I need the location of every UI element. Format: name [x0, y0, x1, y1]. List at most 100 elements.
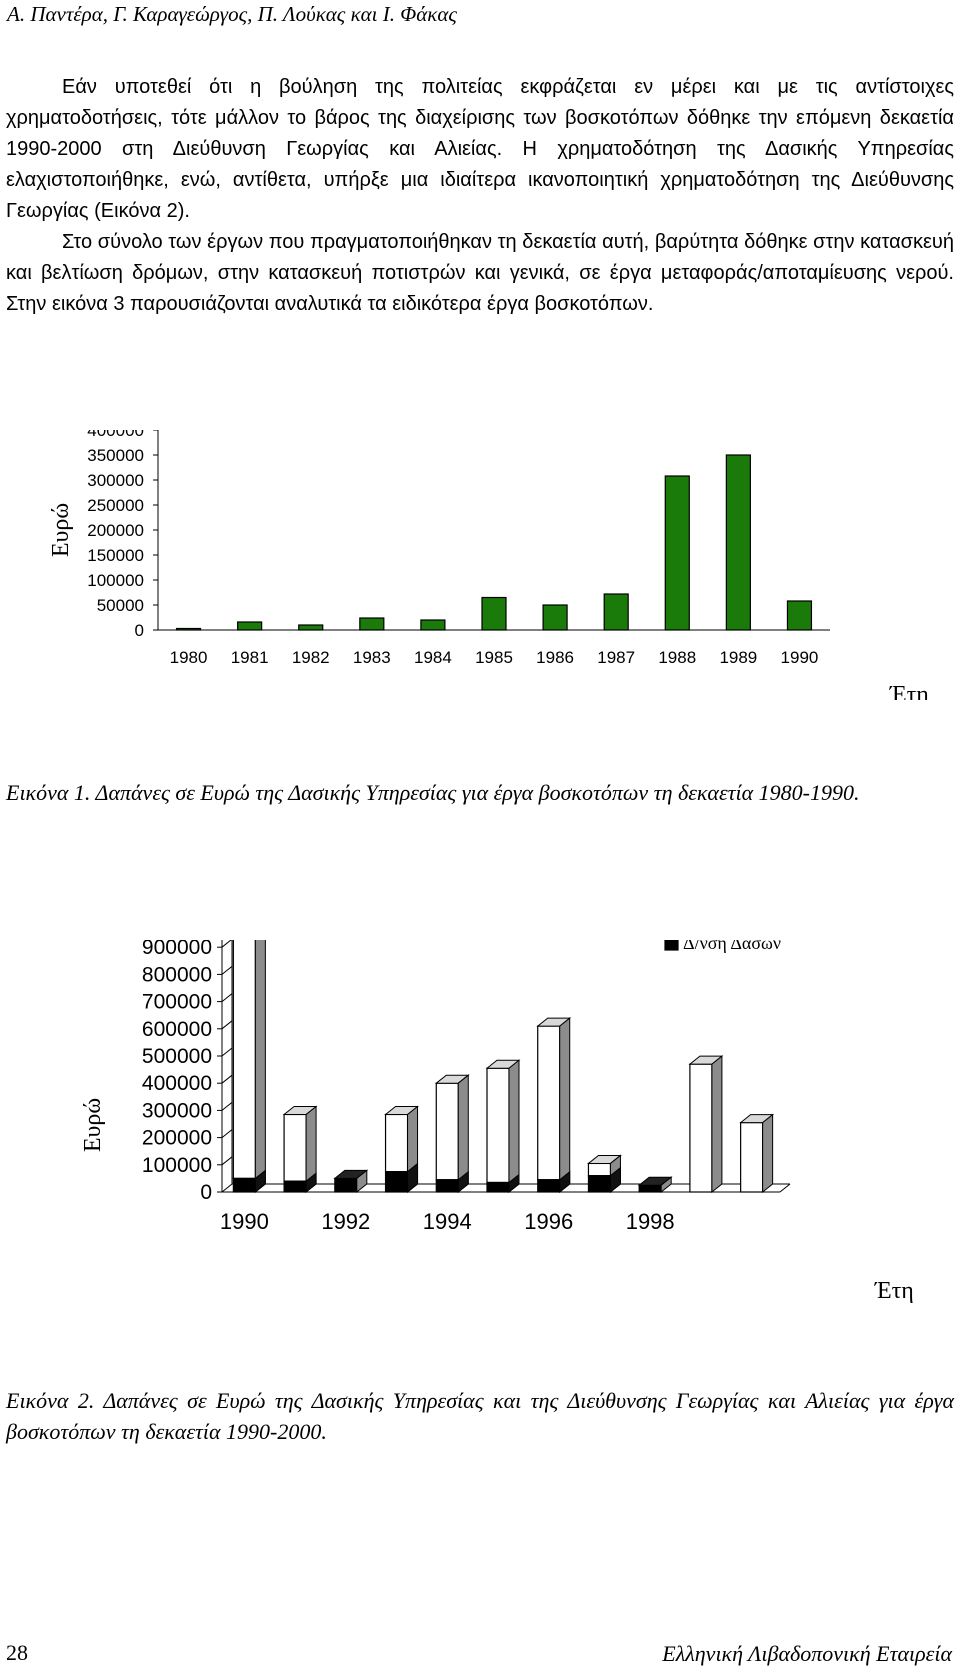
chart2-xlabel: Έτη — [874, 1278, 914, 1304]
chart2-bar-side-1995 — [508, 1059, 520, 1194]
chart2-bar-agriculture-1995 — [486, 1067, 510, 1184]
chart1-bar-1985 — [481, 596, 507, 631]
paragraph-2: Στο σύνολο των έργων που πραγματοποιήθηκ… — [6, 231, 954, 315]
chart2-bar-group-1993 — [384, 1105, 419, 1194]
chart2-bar-group-1995 — [485, 1059, 521, 1194]
chart1-y-tick-label: 50000 — [97, 596, 144, 615]
chart2-bar-side-1999 — [711, 1055, 723, 1194]
chart1-y-tick-label: 250000 — [87, 496, 144, 515]
chart2-bar-side-forestry-1996 — [559, 1170, 571, 1194]
chart1-y-tick-label: 0 — [135, 621, 144, 640]
chart2-bar-forestry-1990 — [232, 1177, 256, 1193]
chart2-y-tick-label: 600000 — [142, 1018, 212, 1041]
chart1-bar-1990 — [786, 600, 813, 631]
footer-society: Ελληνική Λιβαδοπονική Εταιρεία — [662, 1641, 952, 1666]
chart2-bar-side-forestry-1995 — [508, 1173, 520, 1194]
chart2-bar-group-1999 — [688, 1055, 724, 1194]
chart2-bar-side-forestry-1994 — [457, 1170, 469, 1194]
chart2-bar-forestry-1992 — [334, 1177, 358, 1193]
chart2-bar-forestry-1997 — [587, 1175, 612, 1193]
chart2-bar-group-1992 — [333, 1169, 369, 1194]
chart1-bar-1981 — [237, 621, 263, 631]
chart2-bar-side-1992 — [356, 1169, 368, 1194]
chart2-bar-forestry-1993 — [384, 1171, 409, 1193]
chart2-y-tick-label: 100000 — [142, 1154, 212, 1177]
chart1-y-tick-label: 150000 — [87, 546, 144, 565]
chart2-bar-agriculture-1994 — [435, 1082, 459, 1181]
chart2-y-tick-depth — [221, 993, 233, 1002]
chart2-bar-side-forestry-1993 — [407, 1162, 419, 1194]
chart2-y-tick-depth — [221, 1047, 233, 1057]
chart2-y-tick-depth — [221, 940, 232, 948]
figure-1-bar-chart: Ευρώ Έτη 400000 350000 300000 250000 200000 1… — [48, 430, 929, 700]
chart2-y-tick-label: 300000 — [142, 1099, 212, 1122]
chart2-bar-group-1997 — [587, 1154, 622, 1194]
chart2-y-tick-label: 700000 — [142, 991, 212, 1014]
chart2-floor-edge — [779, 1183, 791, 1193]
page-number: 28 — [6, 1640, 28, 1665]
chart2-y-tick-label: 500000 — [142, 1045, 212, 1068]
chart2-bar-forestry-1991 — [283, 1180, 307, 1193]
chart2-bar-side-1990 — [254, 940, 266, 1194]
chart2-legend: Δ/νση ΓεωργίαςΔ/νση Δασών — [664, 940, 781, 953]
figure-2-stacked-bar-chart: Ευρώ Έτη 1000000900000800000700000600000… — [80, 940, 914, 1304]
chart1-y-tick-label: 200000 — [87, 521, 144, 540]
chart2-x-tick-label: 1996 — [524, 1209, 573, 1234]
chart2-y-tick-depth — [221, 1102, 233, 1111]
figure-2-caption: Εικόνα 2. Δαπάνες σε Ευρώ της Δασικής Υπ… — [6, 1388, 954, 1444]
chart2-bar-agriculture-1997 — [587, 1162, 612, 1177]
chart2-bar-side-1996 — [559, 1017, 571, 1194]
chart1-bar-1983 — [359, 617, 385, 631]
chart2-y-tick-depth — [221, 1074, 233, 1084]
chart2-bar-agriculture-1999 — [689, 1063, 713, 1193]
chart1-x-tick-label: 1990 — [781, 648, 819, 667]
chart2-bar-forestry-1995 — [486, 1181, 510, 1193]
chart1-bar-1989 — [725, 454, 751, 631]
chart1-bar-1980 — [175, 627, 202, 631]
chart2-ylabel: Ευρώ — [80, 1098, 106, 1152]
chart2-bar-agriculture-2000 — [740, 1122, 764, 1193]
chart1-x-tick-label: 1984 — [414, 648, 452, 667]
chart2-y-tick-label: 200000 — [142, 1127, 212, 1150]
chart1-x-tick-label: 1986 — [536, 648, 574, 667]
chart2-bar-agriculture-1991 — [283, 1113, 307, 1182]
chart1-x-tick-label: 1983 — [353, 648, 391, 667]
chart2-x-tick-label: 1994 — [423, 1209, 472, 1234]
chart2-x-tick-label: 1998 — [626, 1209, 675, 1234]
chart2-bar-forestry-1998 — [638, 1184, 662, 1193]
chart2-y-tick-depth — [221, 1183, 233, 1193]
chart2-bar-agriculture-1993 — [384, 1113, 409, 1173]
chart2-y-tick-depth — [221, 1156, 233, 1166]
chart2-y-tick-label: 400000 — [142, 1072, 212, 1095]
chart2-y-tick-depth — [221, 1129, 233, 1138]
chart2-bar-group-1991 — [282, 1105, 318, 1194]
chart2-legend-label: Δ/νση Δασών — [683, 940, 781, 953]
chart2-x-tick-label: 1990 — [220, 1209, 269, 1234]
chart2-bar-agriculture-1990 — [232, 940, 256, 1180]
chart1-x-tick-label: 1989 — [719, 648, 757, 667]
chart1-y-tick-label: 100000 — [87, 571, 144, 590]
chart1-bar-1982 — [298, 624, 324, 631]
chart1-y-tick-label: 400000 — [87, 430, 144, 440]
chart2-bar-group-2000 — [739, 1113, 775, 1194]
chart1-bar-1988 — [664, 475, 690, 631]
chart1-x-tick-label: 1980 — [170, 648, 208, 667]
chart1-x-tick-label: 1988 — [658, 648, 696, 667]
chart2-bar-group-1990 — [232, 940, 266, 1194]
chart2-bar-side-1998 — [660, 1176, 672, 1194]
chart1-x-tick-label: 1987 — [597, 648, 635, 667]
chart1-xlabel: Έτη — [889, 682, 929, 700]
chart2-bar-side-2000 — [762, 1113, 774, 1194]
chart1-x-tick-label: 1982 — [292, 648, 330, 667]
chart2-bar-group-1996 — [536, 1017, 572, 1194]
paragraph-1: Εάν υποτεθεί ότι η βούληση της πολιτείας… — [6, 76, 954, 222]
chart2-x-tick-label: 1992 — [321, 1209, 370, 1234]
chart2-y-tick-label: 900000 — [142, 940, 212, 959]
chart2-bar-forestry-1994 — [435, 1179, 459, 1193]
chart2-bar-side-forestry-1990 — [254, 1169, 266, 1194]
chart2-bar-agriculture-1996 — [537, 1025, 561, 1181]
chart1-bar-1984 — [420, 619, 446, 631]
chart2-y-tick-label: 0 — [200, 1181, 212, 1204]
chart1-ylabel: Ευρώ — [48, 503, 74, 557]
figure-1-caption: Εικόνα 1. Δαπάνες σε Ευρώ της Δασικής Υπ… — [6, 780, 860, 805]
